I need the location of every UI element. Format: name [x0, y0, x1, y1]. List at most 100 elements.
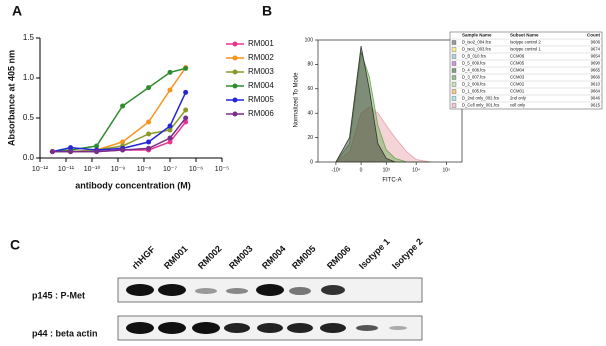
table-cell: D_2_006.fcs — [462, 82, 486, 87]
lane-label: Isotype 1 — [357, 236, 392, 271]
y-tick-label: 1.5 — [23, 33, 35, 42]
data-point — [120, 139, 126, 145]
data-point — [146, 119, 152, 125]
data-point — [146, 131, 152, 137]
table-cell: 2nd only — [510, 96, 527, 101]
table-cell: Isotype control 1 — [510, 47, 541, 52]
lane-label: RM006 — [325, 244, 353, 272]
y-tick-label: 40 — [307, 111, 313, 117]
table-cell: D_iso2_004.fcs — [462, 40, 491, 45]
series-line — [52, 67, 186, 153]
data-point — [183, 89, 189, 95]
data-point — [146, 85, 152, 91]
table-cell: D_3_007.fcs — [462, 75, 486, 80]
table-cell: D_1_005.fcs — [462, 89, 486, 94]
table-cell: 9615 — [591, 103, 601, 108]
x-tick-label: 10⁻⁷ — [163, 166, 177, 173]
data-point — [49, 149, 55, 155]
x-axis-label: antibody concentration (M) — [75, 180, 191, 190]
table-cell: CCM06 — [510, 54, 525, 59]
table-header: Count — [587, 33, 600, 38]
y-tick-label: 0 — [310, 159, 313, 165]
x-axis-label: FITC-A — [382, 178, 401, 184]
table-cell: 9606 — [591, 40, 601, 45]
y-tick-label: 0.5 — [23, 113, 35, 122]
table-header: Sample Name — [462, 33, 492, 38]
data-point — [146, 145, 152, 151]
legend-marker — [232, 69, 238, 75]
x-tick-label: 10³ — [383, 167, 391, 173]
legend-label: RM006 — [248, 109, 274, 118]
panel-letter: B — [262, 3, 272, 19]
x-tick-label: 10⁻⁶ — [189, 166, 203, 173]
y-axis-label: Absorbance at 405 nm — [6, 50, 16, 146]
lane-label: rhHGF — [130, 244, 157, 271]
table-cell: D_B_010.fcs — [462, 54, 486, 59]
table-cell: CCM01 — [510, 89, 525, 94]
legend-swatch — [451, 68, 457, 73]
legend-marker — [232, 55, 238, 61]
row-label: p145 : P-Met — [32, 290, 85, 300]
series-line — [52, 67, 187, 153]
data-point — [94, 149, 100, 155]
y-tick-label: 0.0 — [23, 153, 35, 162]
histogram-area — [335, 46, 431, 163]
x-tick-label: 0 — [360, 167, 363, 173]
table-cell: CCM05 — [510, 61, 525, 66]
table-cell: 9690 — [591, 61, 601, 66]
y-tick-label: 80 — [307, 62, 313, 68]
data-point — [120, 147, 126, 153]
legend-label: RM004 — [248, 81, 274, 90]
table-cell: CCM04 — [510, 68, 525, 73]
lane-label: RM005 — [290, 244, 318, 272]
legend-swatch — [451, 40, 457, 45]
x-tick-label: -10³ — [331, 167, 340, 173]
data-point — [183, 107, 189, 113]
histogram-area — [334, 106, 431, 163]
table-header: Subset Name — [510, 33, 539, 38]
y-tick-label: 60 — [307, 86, 313, 92]
table-cell: D_5_009.fcs — [462, 61, 486, 66]
table-frame — [449, 31, 603, 110]
data-point — [183, 115, 189, 121]
table-cell: 9665 — [591, 68, 601, 73]
lane-label: RM001 — [162, 244, 190, 272]
x-tick-label: 10⁻⁹ — [111, 166, 125, 173]
legend-label: RM005 — [248, 95, 274, 104]
lane-label: RM004 — [260, 244, 288, 272]
table-cell: Isotype control 2 — [510, 40, 541, 45]
data-point — [68, 149, 74, 155]
legend-marker — [232, 97, 238, 103]
blot-image — [117, 277, 423, 341]
table-cell: CCM02 — [510, 82, 525, 87]
x-tick-label: 10⁴ — [412, 167, 420, 173]
table-cell: D_4_008.fcs — [462, 68, 486, 73]
data-point — [167, 87, 173, 93]
legend-marker — [232, 41, 238, 47]
table-cell: 9610 — [591, 82, 601, 87]
legend-label: RM001 — [248, 39, 274, 48]
data-point — [146, 139, 152, 145]
legend-swatch — [451, 82, 457, 87]
table-cell: CCM03 — [510, 75, 525, 80]
row-label: p44 : beta actin — [32, 328, 98, 338]
table-cell: 9646 — [591, 96, 601, 101]
table-cell: D_Cell only_001.fcs — [462, 103, 499, 108]
lane-label: RM002 — [196, 244, 224, 272]
panel-letter: A — [12, 3, 22, 19]
y-tick-label: 1.0 — [23, 73, 35, 82]
x-tick-label: 10⁻⁸ — [137, 166, 151, 173]
legend-label: RM002 — [248, 53, 274, 62]
legend-swatch — [451, 96, 457, 101]
x-tick-label: 10⁻¹¹ — [58, 166, 75, 173]
data-point — [167, 135, 173, 141]
legend-swatch — [451, 103, 457, 108]
data-point — [94, 143, 100, 149]
x-tick-label: 10⁻¹⁰ — [84, 165, 101, 173]
legend-swatch — [451, 47, 457, 52]
data-point — [183, 65, 189, 71]
legend-swatch — [451, 75, 457, 80]
legend-marker — [232, 111, 238, 117]
y-tick-label: 100 — [305, 37, 314, 43]
